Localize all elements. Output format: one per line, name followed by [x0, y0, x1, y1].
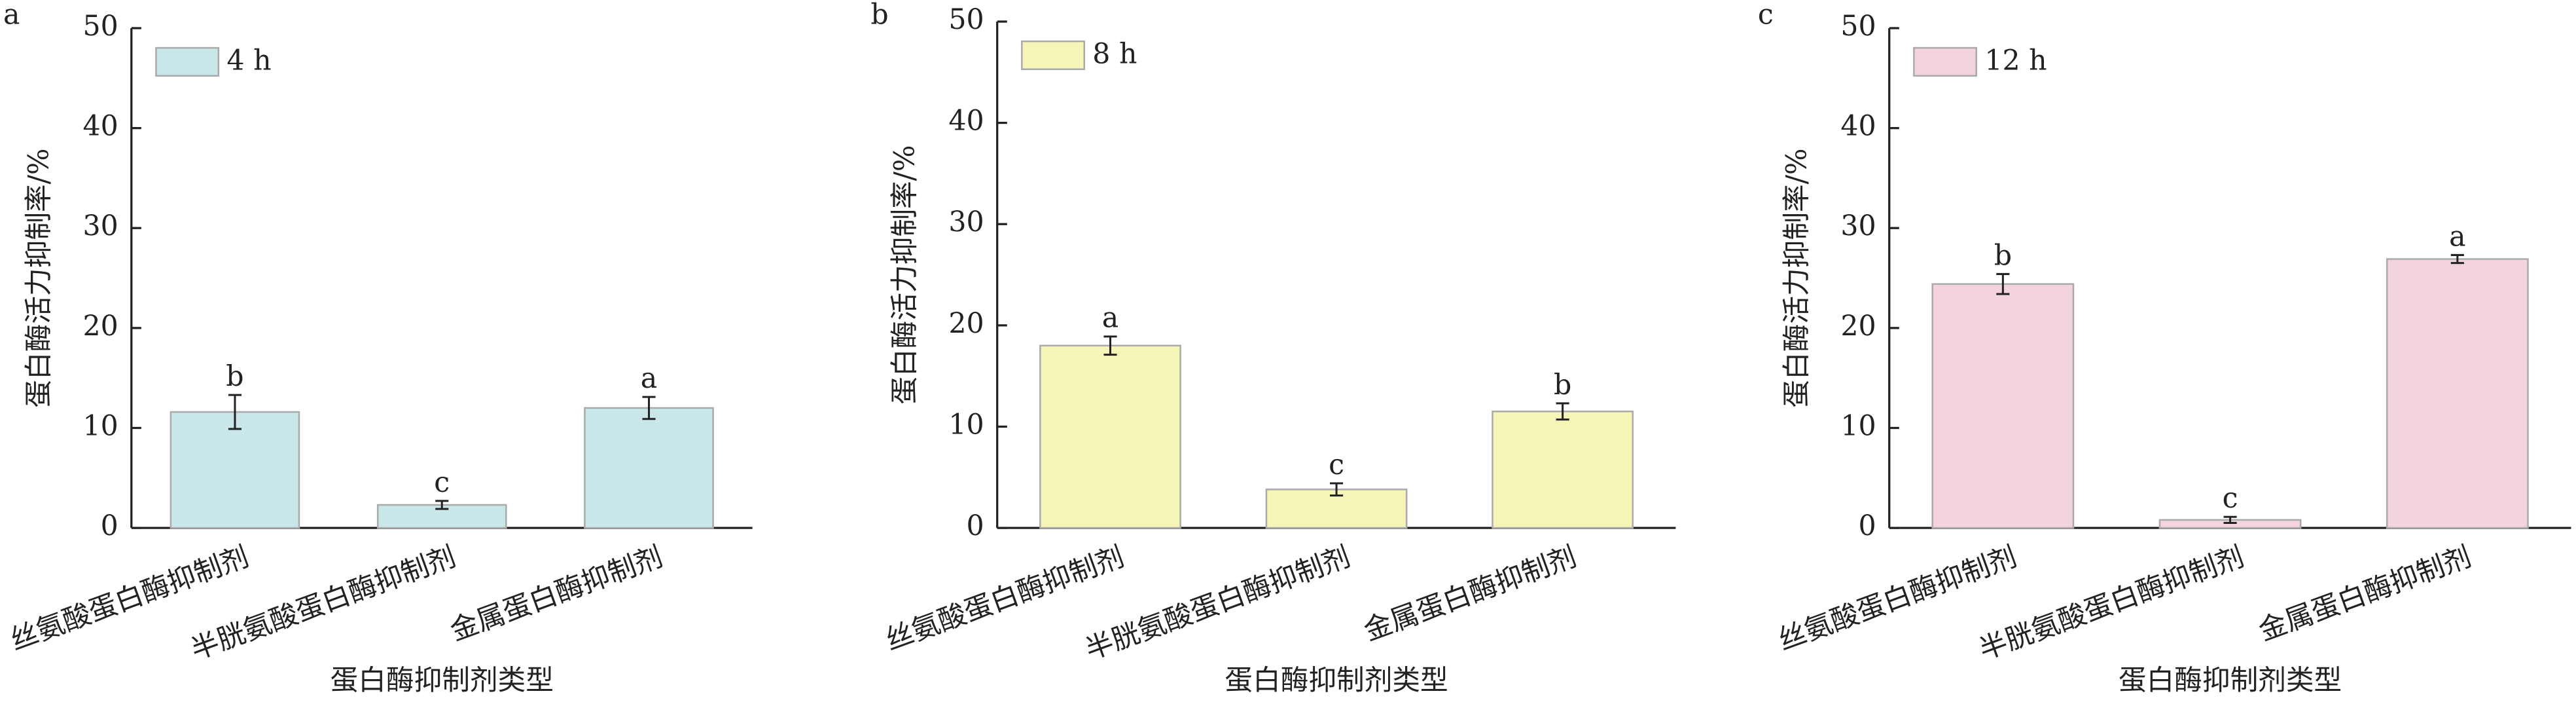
significance-letter: b	[226, 360, 243, 393]
y-tick-label: 20	[82, 310, 118, 343]
x-tick-label: 金属蛋白酶抑制剂	[2255, 540, 2476, 648]
y-tick-label: 0	[101, 509, 118, 542]
bar	[1039, 344, 1181, 529]
x-axis-label: 蛋白酶抑制剂类型	[2119, 664, 2342, 697]
error-bar	[1996, 272, 2010, 295]
legend-swatch	[1021, 40, 1085, 70]
bar	[1931, 283, 2075, 529]
x-axis-label: 蛋白酶抑制剂类型	[1225, 664, 1448, 697]
panel-label: c	[1758, 0, 1774, 31]
panel: b01020304050a丝氨酸蛋白酶抑制剂c半胱氨酸蛋白酶抑制剂b金属蛋白酶抑…	[870, 0, 1676, 697]
x-axis-label: 蛋白酶抑制剂类型	[331, 664, 554, 697]
y-axis-label: 蛋白酶活力抑制率/%	[889, 145, 921, 404]
panel: c01020304050b丝氨酸蛋白酶抑制剂c半胱氨酸蛋白酶抑制剂a金属蛋白酶抑…	[1758, 0, 2571, 697]
y-tick-label: 50	[82, 10, 118, 43]
significance-letter: b	[1994, 239, 2012, 272]
error-bar	[1330, 482, 1344, 497]
y-tick-label: 0	[966, 509, 984, 542]
panel: a01020304050b丝氨酸蛋白酶抑制剂c半胱氨酸蛋白酶抑制剂a金属蛋白酶抑…	[3, 0, 753, 697]
y-tick-label: 10	[948, 408, 984, 441]
error-bar	[228, 394, 241, 430]
bar	[584, 407, 714, 529]
legend-label: 8 h	[1092, 38, 1137, 71]
significance-letter: c	[2223, 482, 2238, 515]
error-bar	[2450, 253, 2464, 265]
y-tick-label: 50	[948, 3, 984, 36]
y-tick-label: 40	[1840, 110, 1876, 143]
error-bar	[642, 396, 656, 420]
y-tick-label: 30	[948, 206, 984, 238]
significance-letter: a	[641, 362, 657, 395]
bar	[1492, 411, 1634, 529]
error-bar	[2223, 515, 2237, 524]
legend-label: 4 h	[226, 45, 271, 77]
significance-letter: a	[1102, 302, 1118, 335]
y-axis-label: 蛋白酶活力抑制率/%	[23, 148, 56, 407]
x-tick-label: 金属蛋白酶抑制剂	[446, 540, 667, 648]
y-tick-label: 0	[1859, 509, 1876, 542]
significance-letter: b	[1554, 369, 1571, 401]
y-axis-label: 蛋白酶活力抑制率/%	[1781, 148, 1814, 407]
significance-letter: c	[1329, 449, 1344, 481]
legend-label: 12 h	[1984, 45, 2047, 77]
y-tick-label: 10	[82, 409, 118, 442]
x-tick-label: 金属蛋白酶抑制剂	[1359, 540, 1581, 648]
y-tick-label: 20	[1840, 310, 1876, 343]
y-tick-label: 30	[1840, 210, 1876, 242]
error-bar	[435, 500, 449, 510]
y-tick-label: 20	[948, 307, 984, 340]
error-bar	[1556, 402, 1569, 421]
bar	[170, 411, 300, 529]
y-tick-label: 30	[82, 210, 118, 242]
y-tick-label: 50	[1840, 10, 1876, 43]
error-bar	[1103, 335, 1117, 356]
panel-label: b	[870, 0, 888, 31]
y-tick-label: 40	[82, 110, 118, 143]
legend-swatch	[155, 46, 220, 77]
y-tick-label: 10	[1840, 409, 1876, 442]
significance-letter: a	[2449, 220, 2465, 253]
significance-letter: c	[434, 466, 450, 499]
panel-label: a	[3, 0, 20, 31]
bar	[2386, 258, 2529, 529]
legend-swatch	[1913, 46, 1978, 77]
y-tick-label: 40	[948, 105, 984, 138]
